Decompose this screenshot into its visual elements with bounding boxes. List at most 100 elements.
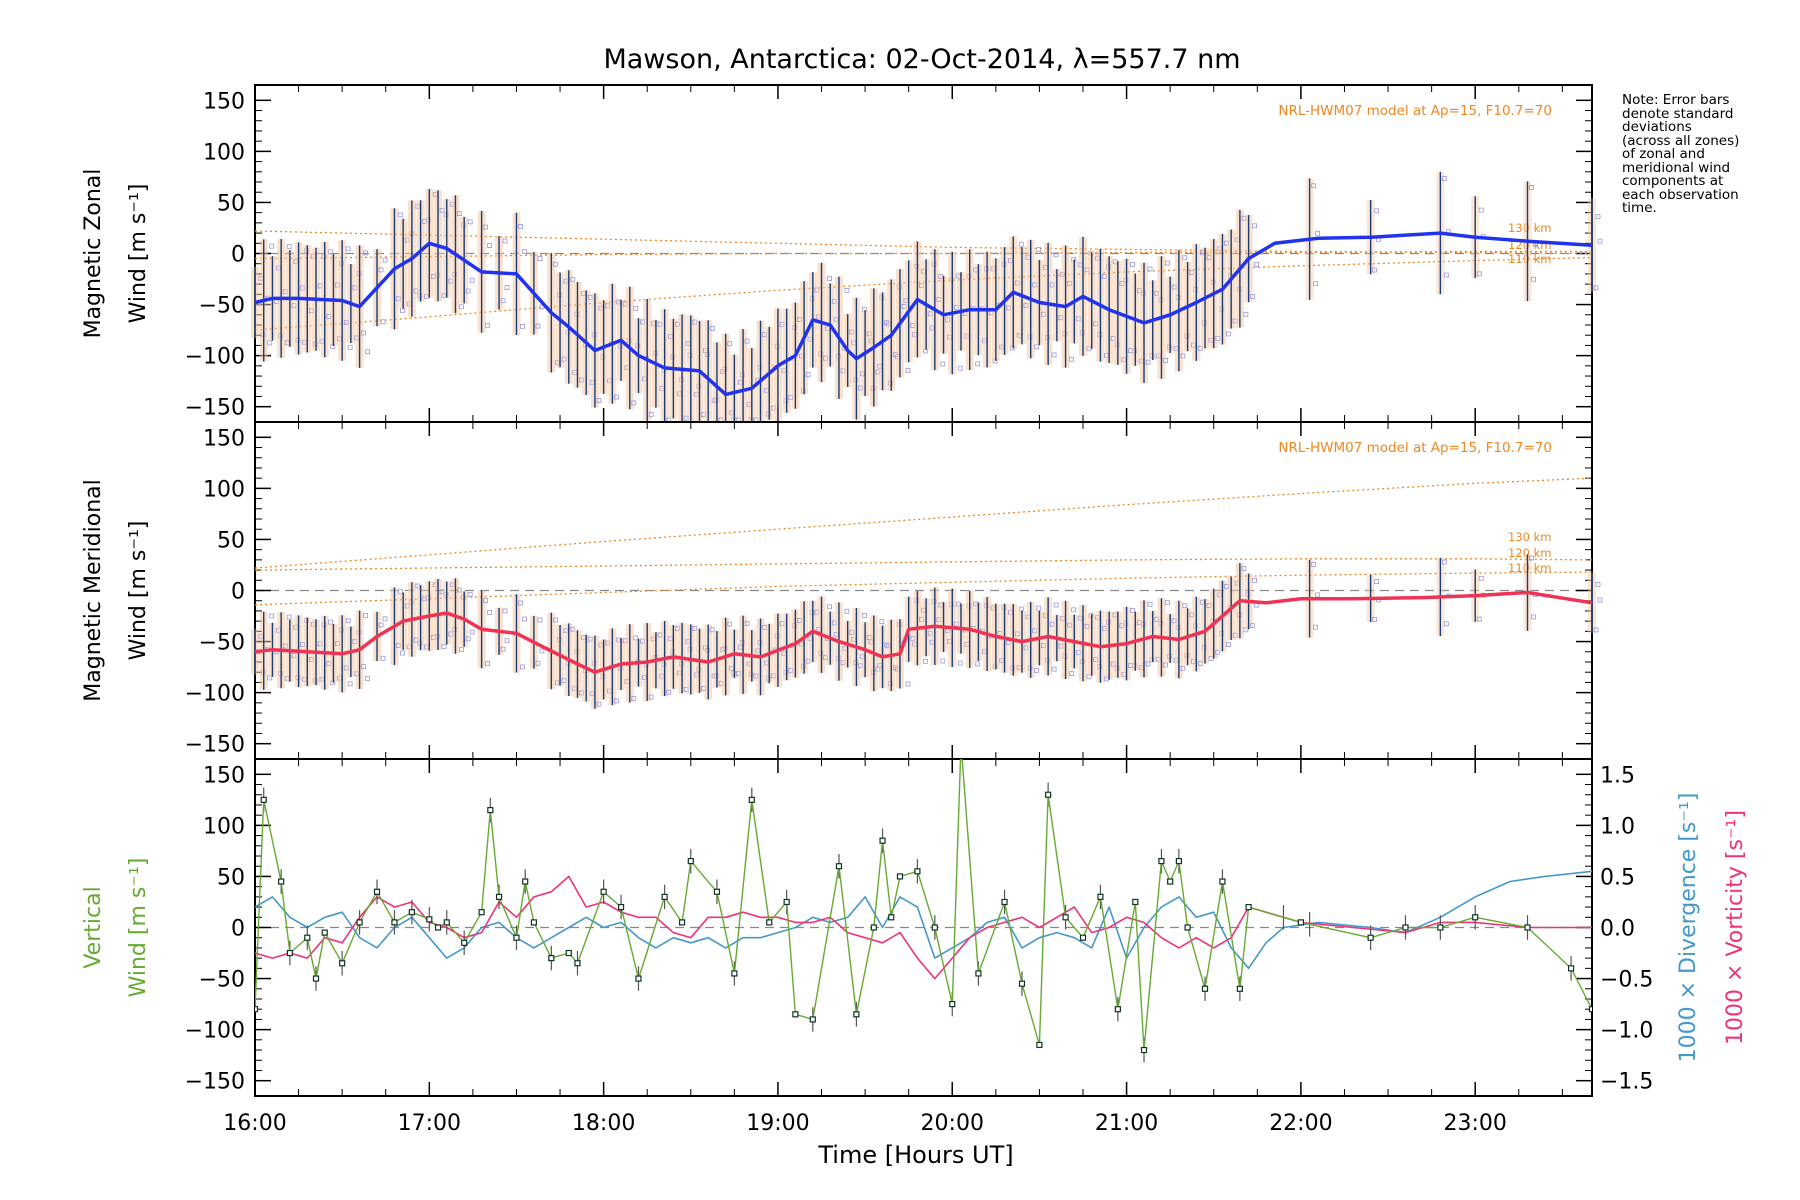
zone-marker — [518, 224, 523, 229]
y-axis-label-line2: Wind [m s⁻¹] — [126, 858, 151, 998]
y-tick-label: −150 — [185, 396, 245, 421]
zone-marker — [1036, 605, 1042, 611]
zone-marker — [286, 614, 292, 620]
note-line: (across all zones) — [1622, 132, 1740, 149]
vertical-wind-point — [1079, 934, 1087, 941]
y-tick-label: 150 — [203, 426, 245, 451]
zone-marker — [539, 648, 545, 654]
zone-marker — [613, 698, 619, 704]
zone-marker — [1182, 603, 1188, 609]
model-curve — [254, 558, 1593, 571]
zone-marker — [631, 696, 637, 701]
y-tick-label: −100 — [185, 1019, 245, 1044]
zone-marker — [1163, 662, 1168, 668]
vertical-wind-point — [975, 970, 982, 977]
vertical-wind-point — [426, 916, 433, 923]
zone-marker — [827, 604, 832, 610]
vertical-wind-point — [731, 970, 738, 977]
zone-marker — [1145, 359, 1151, 365]
vertical-wind-point — [495, 893, 503, 900]
y-right-tick-label: −1.0 — [1600, 1019, 1653, 1044]
zone-marker — [382, 616, 388, 622]
zone-marker — [328, 249, 334, 255]
x-tick-label: 18:00 — [572, 1111, 635, 1136]
note-line: each observation — [1622, 186, 1739, 203]
zone-marker — [361, 664, 366, 670]
y-right-tick-label: 0.5 — [1600, 865, 1635, 890]
zone-marker — [382, 257, 388, 263]
zone-marker — [1250, 623, 1255, 629]
zone-marker — [500, 298, 506, 304]
zone-marker — [1441, 176, 1447, 181]
zone-marker — [328, 619, 334, 625]
vertical-wind-point — [1158, 858, 1165, 865]
zone-marker — [827, 276, 832, 282]
zone-marker — [1476, 616, 1482, 622]
vertical-wind-point — [1114, 1006, 1121, 1013]
zone-marker — [905, 681, 911, 687]
vertical-wind-point — [661, 893, 668, 900]
zone-marker — [552, 261, 558, 267]
x-tick-label: 23:00 — [1444, 1111, 1507, 1136]
model-curve-label: 130 km — [1508, 530, 1551, 544]
zone-marker — [1145, 661, 1151, 667]
zone-marker — [1313, 624, 1319, 630]
zone-marker — [1018, 241, 1024, 247]
x-tick-label: 22:00 — [1269, 1111, 1332, 1136]
model-curve — [254, 477, 1593, 569]
zone-marker — [1165, 260, 1170, 266]
y-tick-label: −100 — [185, 345, 245, 370]
y-tick-label: 0 — [231, 243, 245, 268]
zone-marker — [365, 349, 370, 355]
vertical-wind-point — [835, 863, 843, 870]
zone-marker — [1163, 358, 1168, 363]
panel-meridional: 150 100 50 0 −50 −100 −150 Magnetic Meridional W… — [81, 421, 1603, 760]
y-tick-label: −150 — [185, 1070, 245, 1095]
zone-marker — [363, 250, 368, 256]
note-text: Note: Error bars denote standard deviation… — [1622, 93, 1792, 216]
note-line: denote standard — [1622, 105, 1734, 122]
vertical-wind-point — [1367, 934, 1374, 941]
y-axis-label-line2: Wind [m s⁻¹] — [126, 184, 151, 324]
note-line: components at — [1622, 173, 1724, 189]
zone-marker — [457, 211, 462, 216]
vertical-wind-point — [792, 1011, 799, 1018]
zone-marker — [467, 219, 473, 225]
zone-marker — [465, 636, 471, 642]
zone-marker — [535, 323, 541, 329]
vertical-wind-point — [1184, 924, 1191, 931]
zone-marker — [459, 647, 464, 653]
vertical-wind-point — [687, 858, 694, 865]
zone-marker — [1069, 671, 1074, 676]
zone-marker — [1529, 555, 1534, 561]
zone-marker — [596, 701, 602, 707]
zone-marker — [1531, 276, 1536, 282]
vertical-wind-point — [1045, 791, 1052, 798]
vertical-wind-point — [255, 1006, 259, 1013]
vertical-wind-point — [1437, 924, 1444, 931]
zone-marker — [347, 681, 353, 687]
zone-marker — [744, 620, 750, 626]
x-tick-label: 21:00 — [1095, 1111, 1158, 1136]
zone-marker — [520, 323, 525, 329]
vertical-wind-point — [678, 919, 686, 926]
zone-marker — [727, 341, 733, 347]
zone-marker — [1147, 601, 1153, 607]
vertical-wind-point — [522, 878, 529, 885]
zone-marker — [502, 608, 508, 614]
vorticity-line — [255, 875, 1592, 980]
zone-marker — [520, 664, 525, 670]
zone-marker — [500, 646, 506, 652]
zone-marker — [535, 660, 541, 666]
meridional-wind-line — [254, 590, 1593, 674]
vertical-wind-point — [286, 949, 293, 957]
zone-marker — [1250, 294, 1255, 299]
zone-marker — [502, 238, 508, 244]
vertical-wind-point — [1140, 1046, 1148, 1054]
vertical-wind-point — [1201, 985, 1209, 992]
zone-marker — [380, 319, 386, 325]
zone-marker — [844, 287, 850, 293]
zone-marker — [692, 626, 698, 632]
vertical-wind-point — [617, 903, 625, 911]
